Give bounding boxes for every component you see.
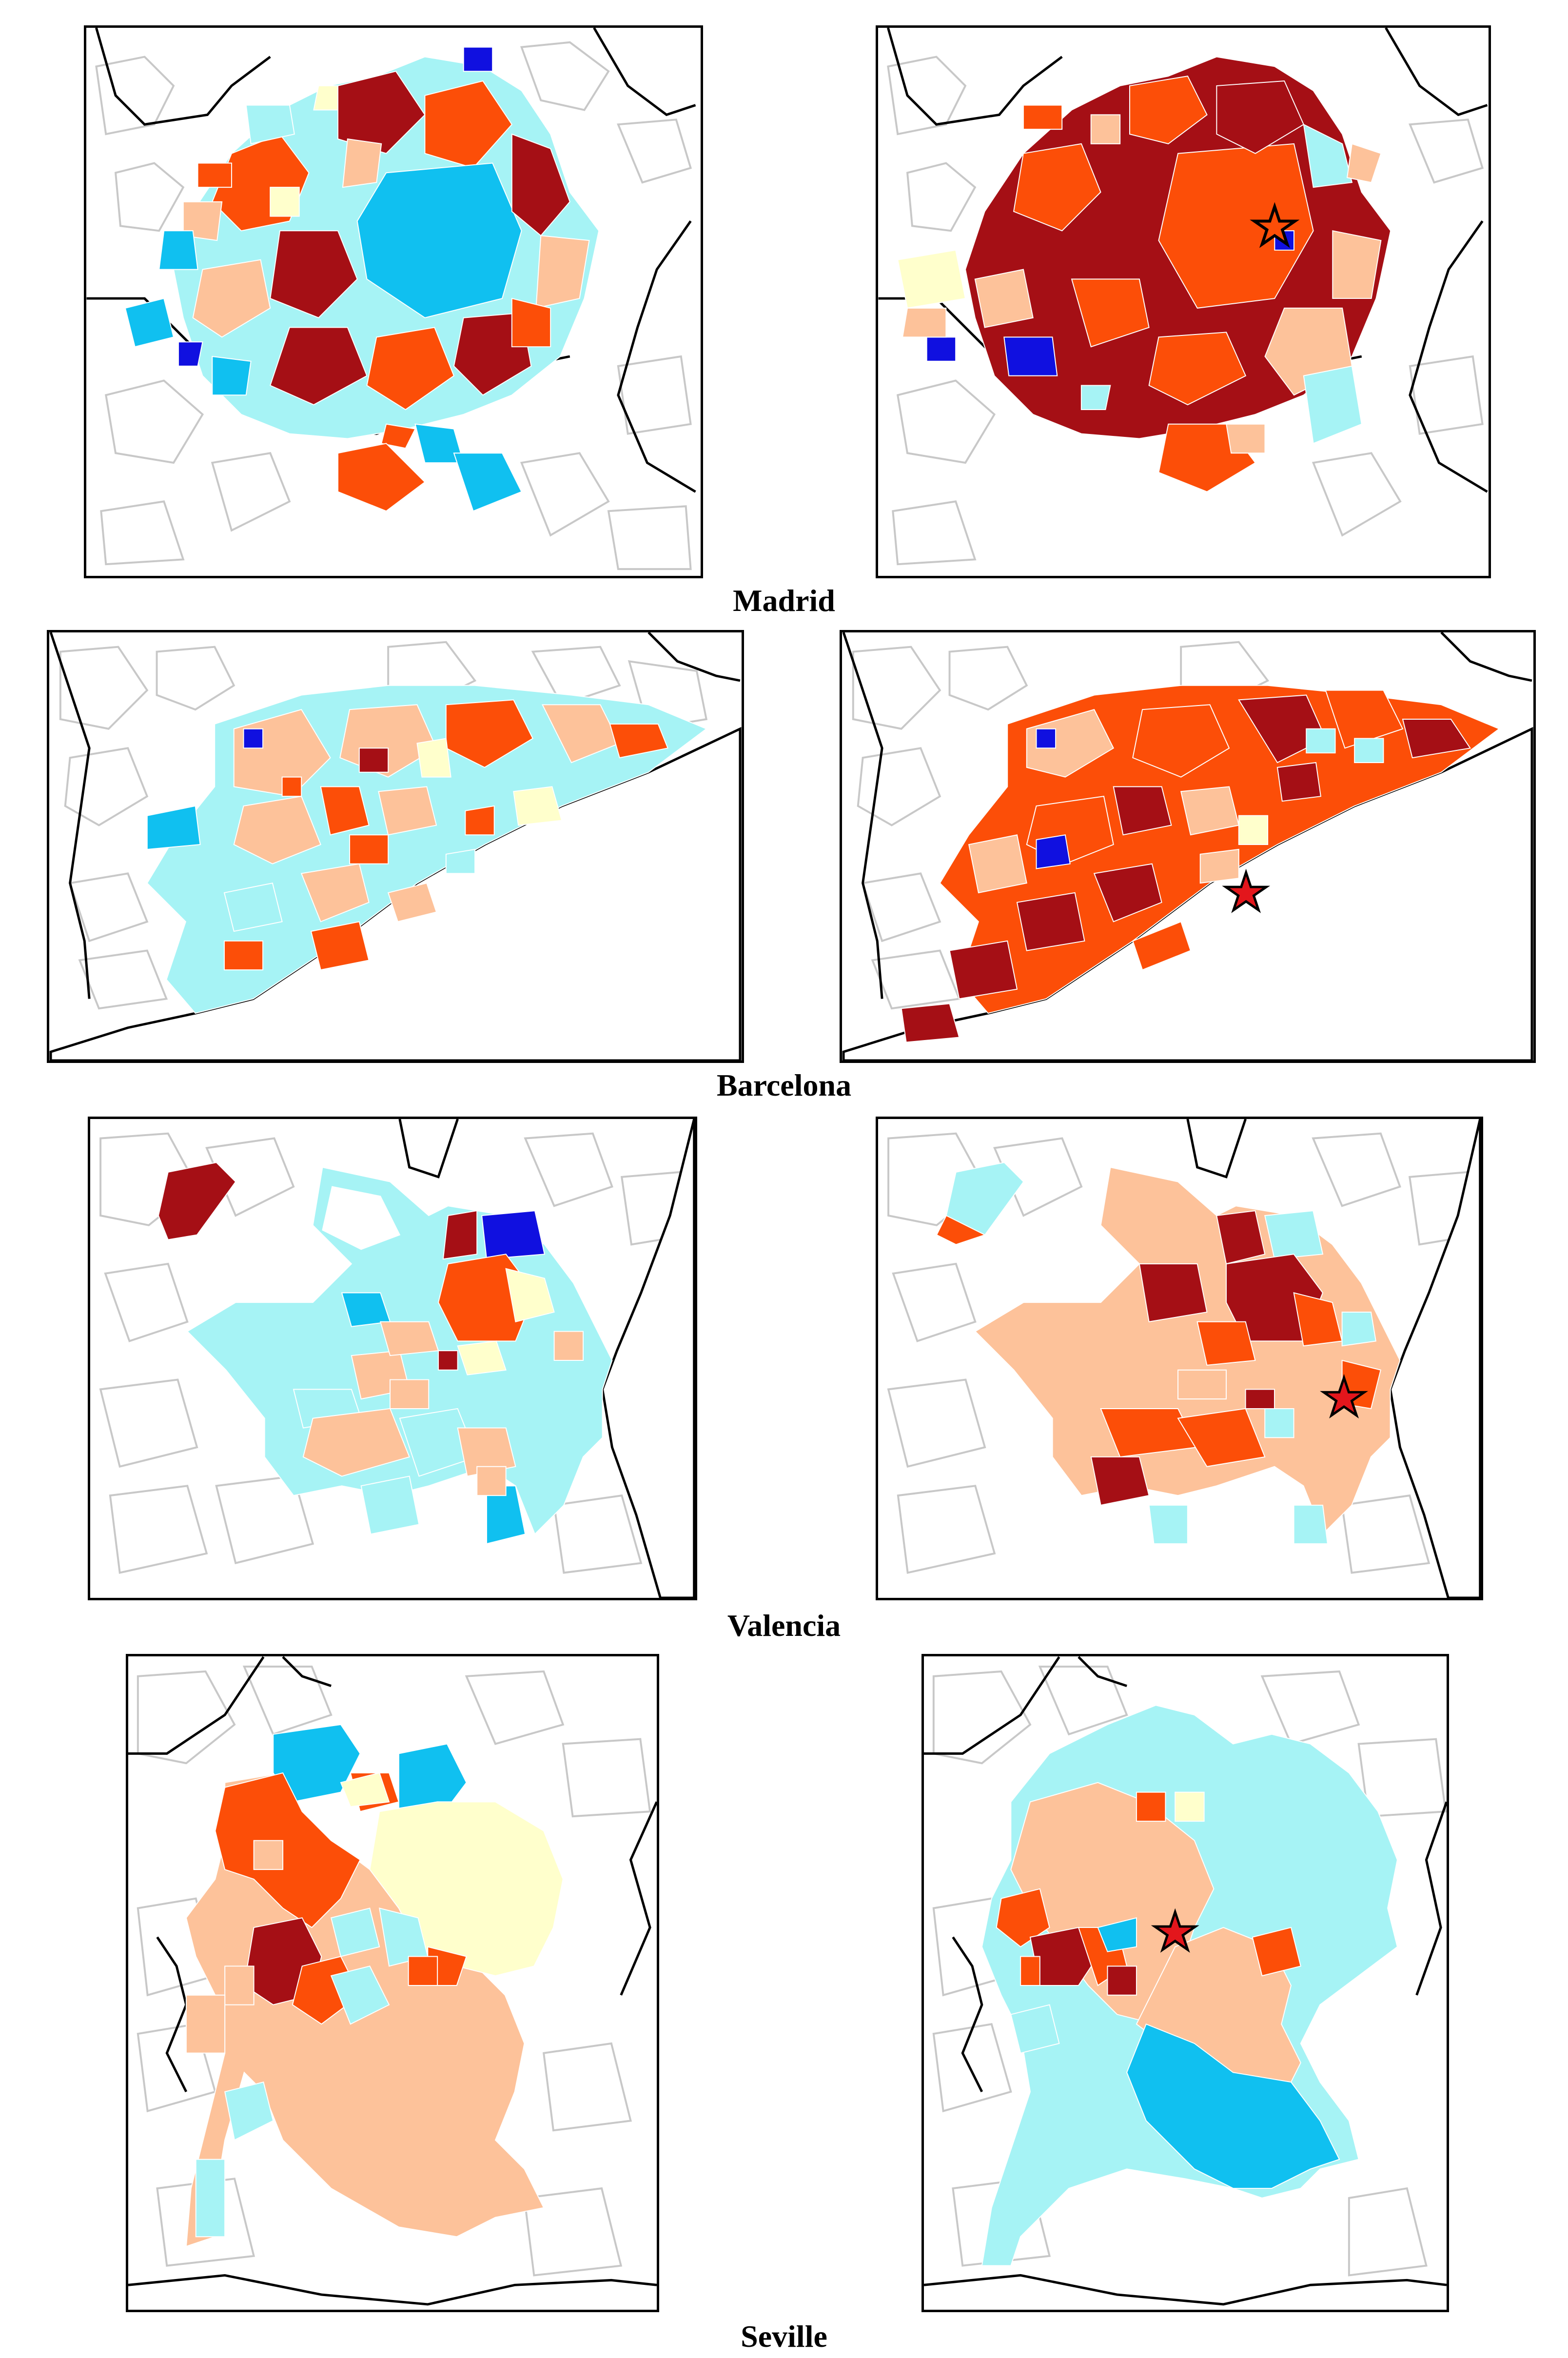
map-valencia-left <box>99 1119 695 1598</box>
map-seville-left <box>128 1656 657 2306</box>
coastline <box>1186 1119 1481 1598</box>
map-panel-seville-right <box>921 1654 1449 2312</box>
metro-area-municipalities <box>185 1724 564 2247</box>
municipal-boundaries <box>95 41 692 570</box>
map-madrid-left <box>86 28 696 570</box>
metro-area-municipalities <box>124 46 600 512</box>
coastline <box>398 1119 695 1598</box>
city-center-star-icon <box>1151 1908 1199 1953</box>
map-barcelona-right <box>842 632 1533 1061</box>
province-borders <box>128 1656 657 2306</box>
city-label-seville: Seville <box>741 2319 827 2354</box>
metro-area-municipalities <box>157 1162 613 1545</box>
map-valencia-right <box>887 1119 1481 1598</box>
map-panel-madrid-right <box>876 25 1491 578</box>
map-madrid-right <box>878 28 1488 566</box>
city-label-valencia: Valencia <box>727 1608 841 1643</box>
map-panel-barcelona-left <box>47 630 744 1063</box>
city-center-star-icon <box>1222 868 1271 913</box>
city-label-madrid: Madrid <box>733 583 835 618</box>
city-center-star-icon <box>1320 1374 1369 1419</box>
metro-area-municipalities <box>901 685 1500 1043</box>
metro-area-municipalities <box>897 56 1392 492</box>
map-seville-right <box>924 1656 1447 2306</box>
province-borders <box>842 632 1532 999</box>
map-panel-seville-left <box>126 1654 659 2312</box>
map-panel-valencia-right <box>876 1117 1483 1600</box>
map-panel-madrid-left <box>84 25 703 578</box>
map-panel-valencia-left <box>88 1117 697 1600</box>
province-borders <box>49 632 741 999</box>
map-barcelona-left <box>49 632 742 1061</box>
city-label-barcelona: Barcelona <box>716 1068 852 1102</box>
metro-area-municipalities <box>146 685 707 1014</box>
map-panel-barcelona-right <box>840 630 1536 1063</box>
metro-area-municipalities <box>981 1705 1398 2266</box>
city-center-star-icon <box>1250 202 1300 248</box>
province-borders <box>924 1656 1447 2306</box>
municipal-boundaries <box>887 56 1484 566</box>
metro-area-municipalities <box>936 1162 1401 1545</box>
